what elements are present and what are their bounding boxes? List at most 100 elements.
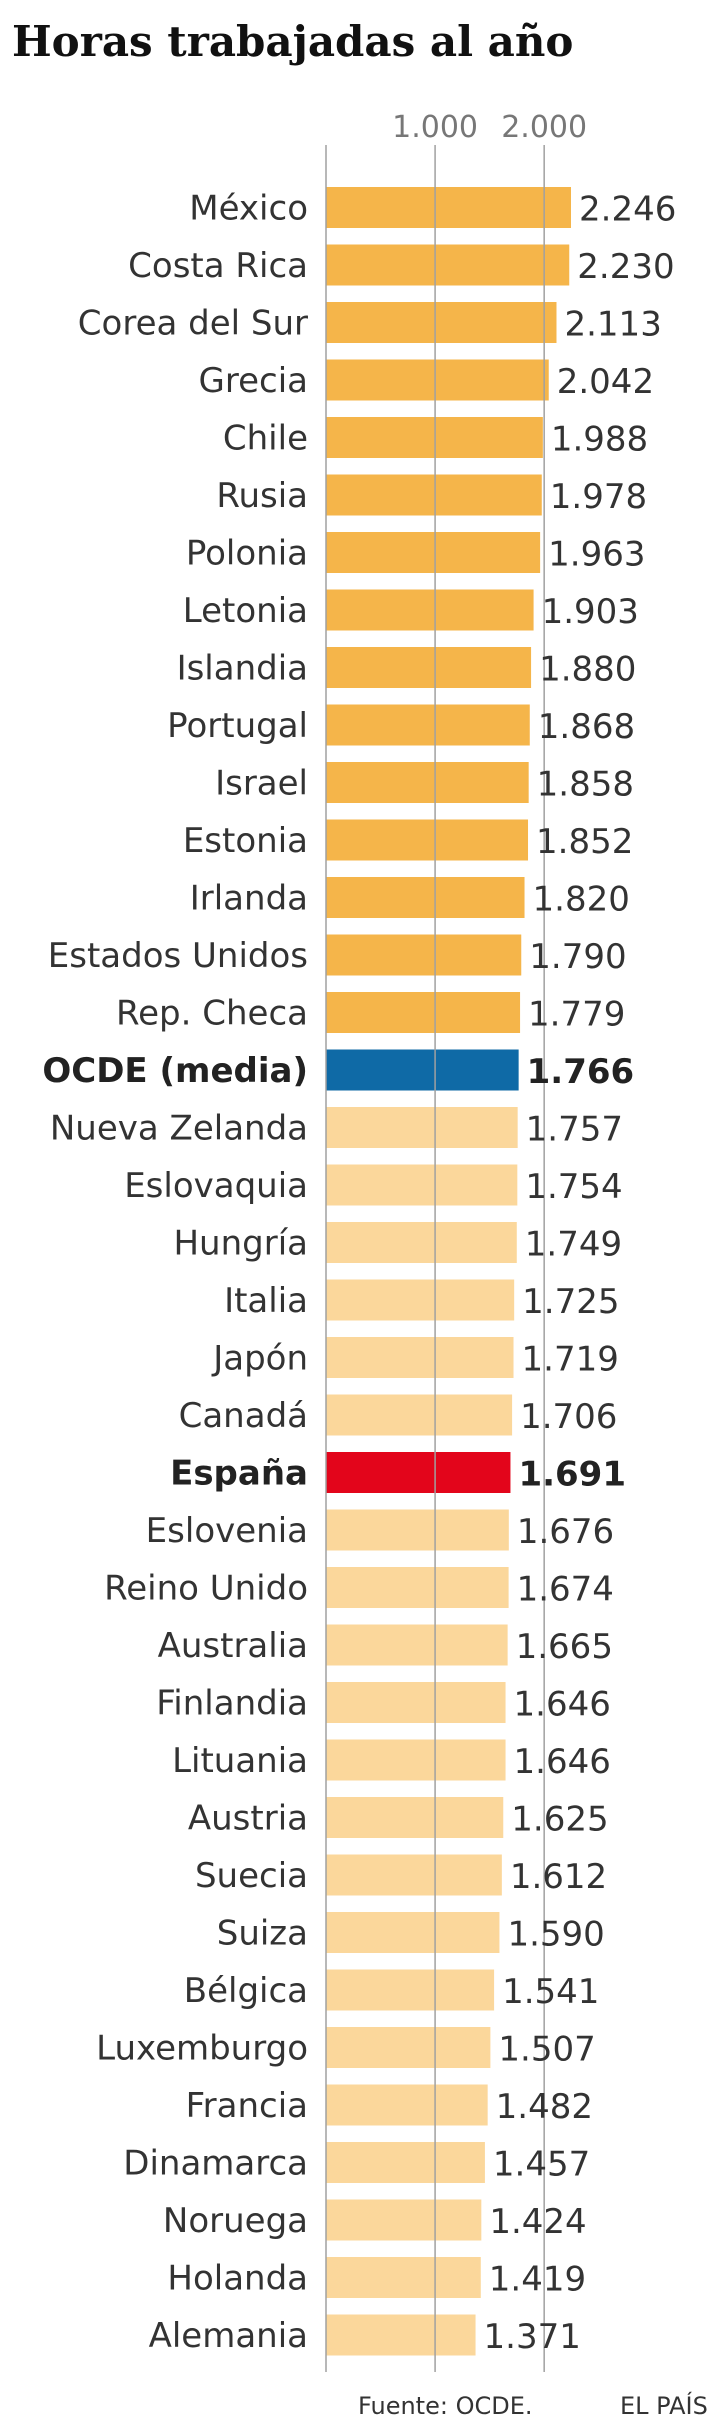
value-label: 1.725	[522, 1282, 619, 1322]
category-label: Francia	[186, 2086, 308, 2126]
value-label: 1.507	[498, 2030, 595, 2070]
value-label: 1.419	[489, 2260, 586, 2300]
bar	[326, 1337, 514, 1378]
category-label: Austria	[188, 1799, 308, 1839]
value-label: 2.246	[579, 190, 676, 230]
bar	[326, 1567, 509, 1608]
value-label: 1.691	[518, 1455, 626, 1495]
category-label: Alemania	[149, 2316, 308, 2356]
category-label: Chile	[223, 419, 308, 459]
category-label: Holanda	[167, 2259, 308, 2299]
value-label: 1.665	[516, 1627, 613, 1667]
value-label: 2.230	[577, 247, 674, 287]
category-label: Costa Rica	[128, 246, 308, 286]
category-label: Eslovaquia	[124, 1166, 308, 1206]
bar	[326, 819, 529, 861]
value-label: 1.868	[538, 707, 635, 747]
bar	[326, 2027, 491, 2068]
bar	[326, 244, 570, 286]
bar	[326, 1452, 511, 1493]
category-label: Israel	[215, 764, 308, 804]
category-label: Islandia	[177, 649, 308, 689]
value-label: 1.779	[528, 995, 625, 1035]
category-label: Noruega	[163, 2201, 308, 2241]
category-label: Estonia	[183, 821, 308, 861]
value-label: 1.858	[537, 765, 634, 805]
bar	[326, 1854, 502, 1896]
value-label: 1.541	[502, 1972, 599, 2012]
bar	[326, 1624, 508, 1666]
value-label: 2.042	[557, 362, 654, 402]
value-label: 1.646	[514, 1685, 611, 1725]
x-tick-label: 2.000	[501, 110, 587, 145]
value-label: 1.612	[510, 1857, 607, 1897]
value-label: 1.457	[493, 2145, 590, 2185]
category-label: Luxemburgo	[96, 2029, 308, 2069]
value-label: 1.978	[550, 477, 647, 517]
value-label: 1.646	[514, 1742, 611, 1782]
value-label: 1.790	[529, 937, 626, 977]
value-label: 1.371	[484, 2317, 581, 2357]
category-label: Suiza	[217, 1914, 308, 1954]
chart-title: Horas trabajadas al año	[12, 17, 573, 66]
bar	[326, 1682, 506, 1723]
category-label: Bélgica	[184, 1971, 308, 2011]
category-label: Dinamarca	[123, 2144, 308, 2184]
value-label: 1.625	[511, 1800, 608, 1840]
category-label: Reino Unido	[104, 1569, 308, 1609]
bar	[326, 302, 557, 343]
value-label: 1.852	[536, 822, 633, 862]
bar	[326, 1969, 495, 2011]
bar	[326, 2257, 481, 2298]
bar	[326, 1509, 509, 1551]
value-label: 1.754	[525, 1167, 622, 1207]
x-tick-label: 1.000	[392, 110, 478, 145]
category-label: Grecia	[199, 361, 308, 401]
bar	[326, 2084, 488, 2126]
category-label: OCDE (media)	[42, 1051, 308, 1091]
bar	[326, 359, 549, 401]
category-label: Polonia	[186, 534, 308, 574]
category-label: México	[189, 189, 308, 229]
category-label: Irlanda	[190, 879, 308, 919]
category-label: Suecia	[195, 1856, 308, 1896]
source-note: Fuente: OCDE.	[358, 2392, 533, 2420]
value-label: 1.903	[542, 592, 639, 632]
bar	[326, 532, 541, 573]
bar	[326, 2142, 485, 2183]
category-label: Eslovenia	[146, 1511, 308, 1551]
value-label: 1.820	[533, 880, 630, 920]
category-label: Hungría	[173, 1224, 308, 1264]
bar	[326, 647, 532, 688]
category-label: Letonia	[183, 591, 308, 631]
bar	[326, 1394, 513, 1436]
bar	[326, 187, 571, 228]
value-label: 1.674	[517, 1570, 614, 1610]
category-label: Nueva Zelanda	[50, 1109, 308, 1149]
category-label: Lituania	[172, 1741, 308, 1781]
bar	[326, 2314, 476, 2356]
category-label: Estados Unidos	[48, 936, 308, 976]
publisher-credit: EL PAÍS	[620, 2391, 708, 2420]
bar	[326, 1912, 500, 1953]
bar	[326, 589, 534, 631]
value-label: 2.113	[564, 305, 661, 345]
bar	[326, 1164, 518, 1206]
value-label: 1.757	[526, 1110, 623, 1150]
value-label: 1.590	[507, 1915, 604, 1955]
bar	[326, 877, 525, 918]
bar	[326, 1279, 515, 1321]
category-label: Australia	[158, 1626, 308, 1666]
value-label: 1.766	[527, 1052, 635, 1092]
category-label: Rep. Checa	[116, 994, 308, 1034]
bar	[326, 2199, 482, 2241]
bar	[326, 934, 522, 976]
value-label: 1.749	[525, 1225, 622, 1265]
bar	[326, 1107, 518, 1148]
value-label: 1.988	[551, 420, 648, 460]
bar	[326, 1049, 519, 1091]
bar	[326, 1797, 504, 1838]
value-label: 1.676	[517, 1512, 614, 1552]
category-label: Portugal	[167, 706, 308, 746]
